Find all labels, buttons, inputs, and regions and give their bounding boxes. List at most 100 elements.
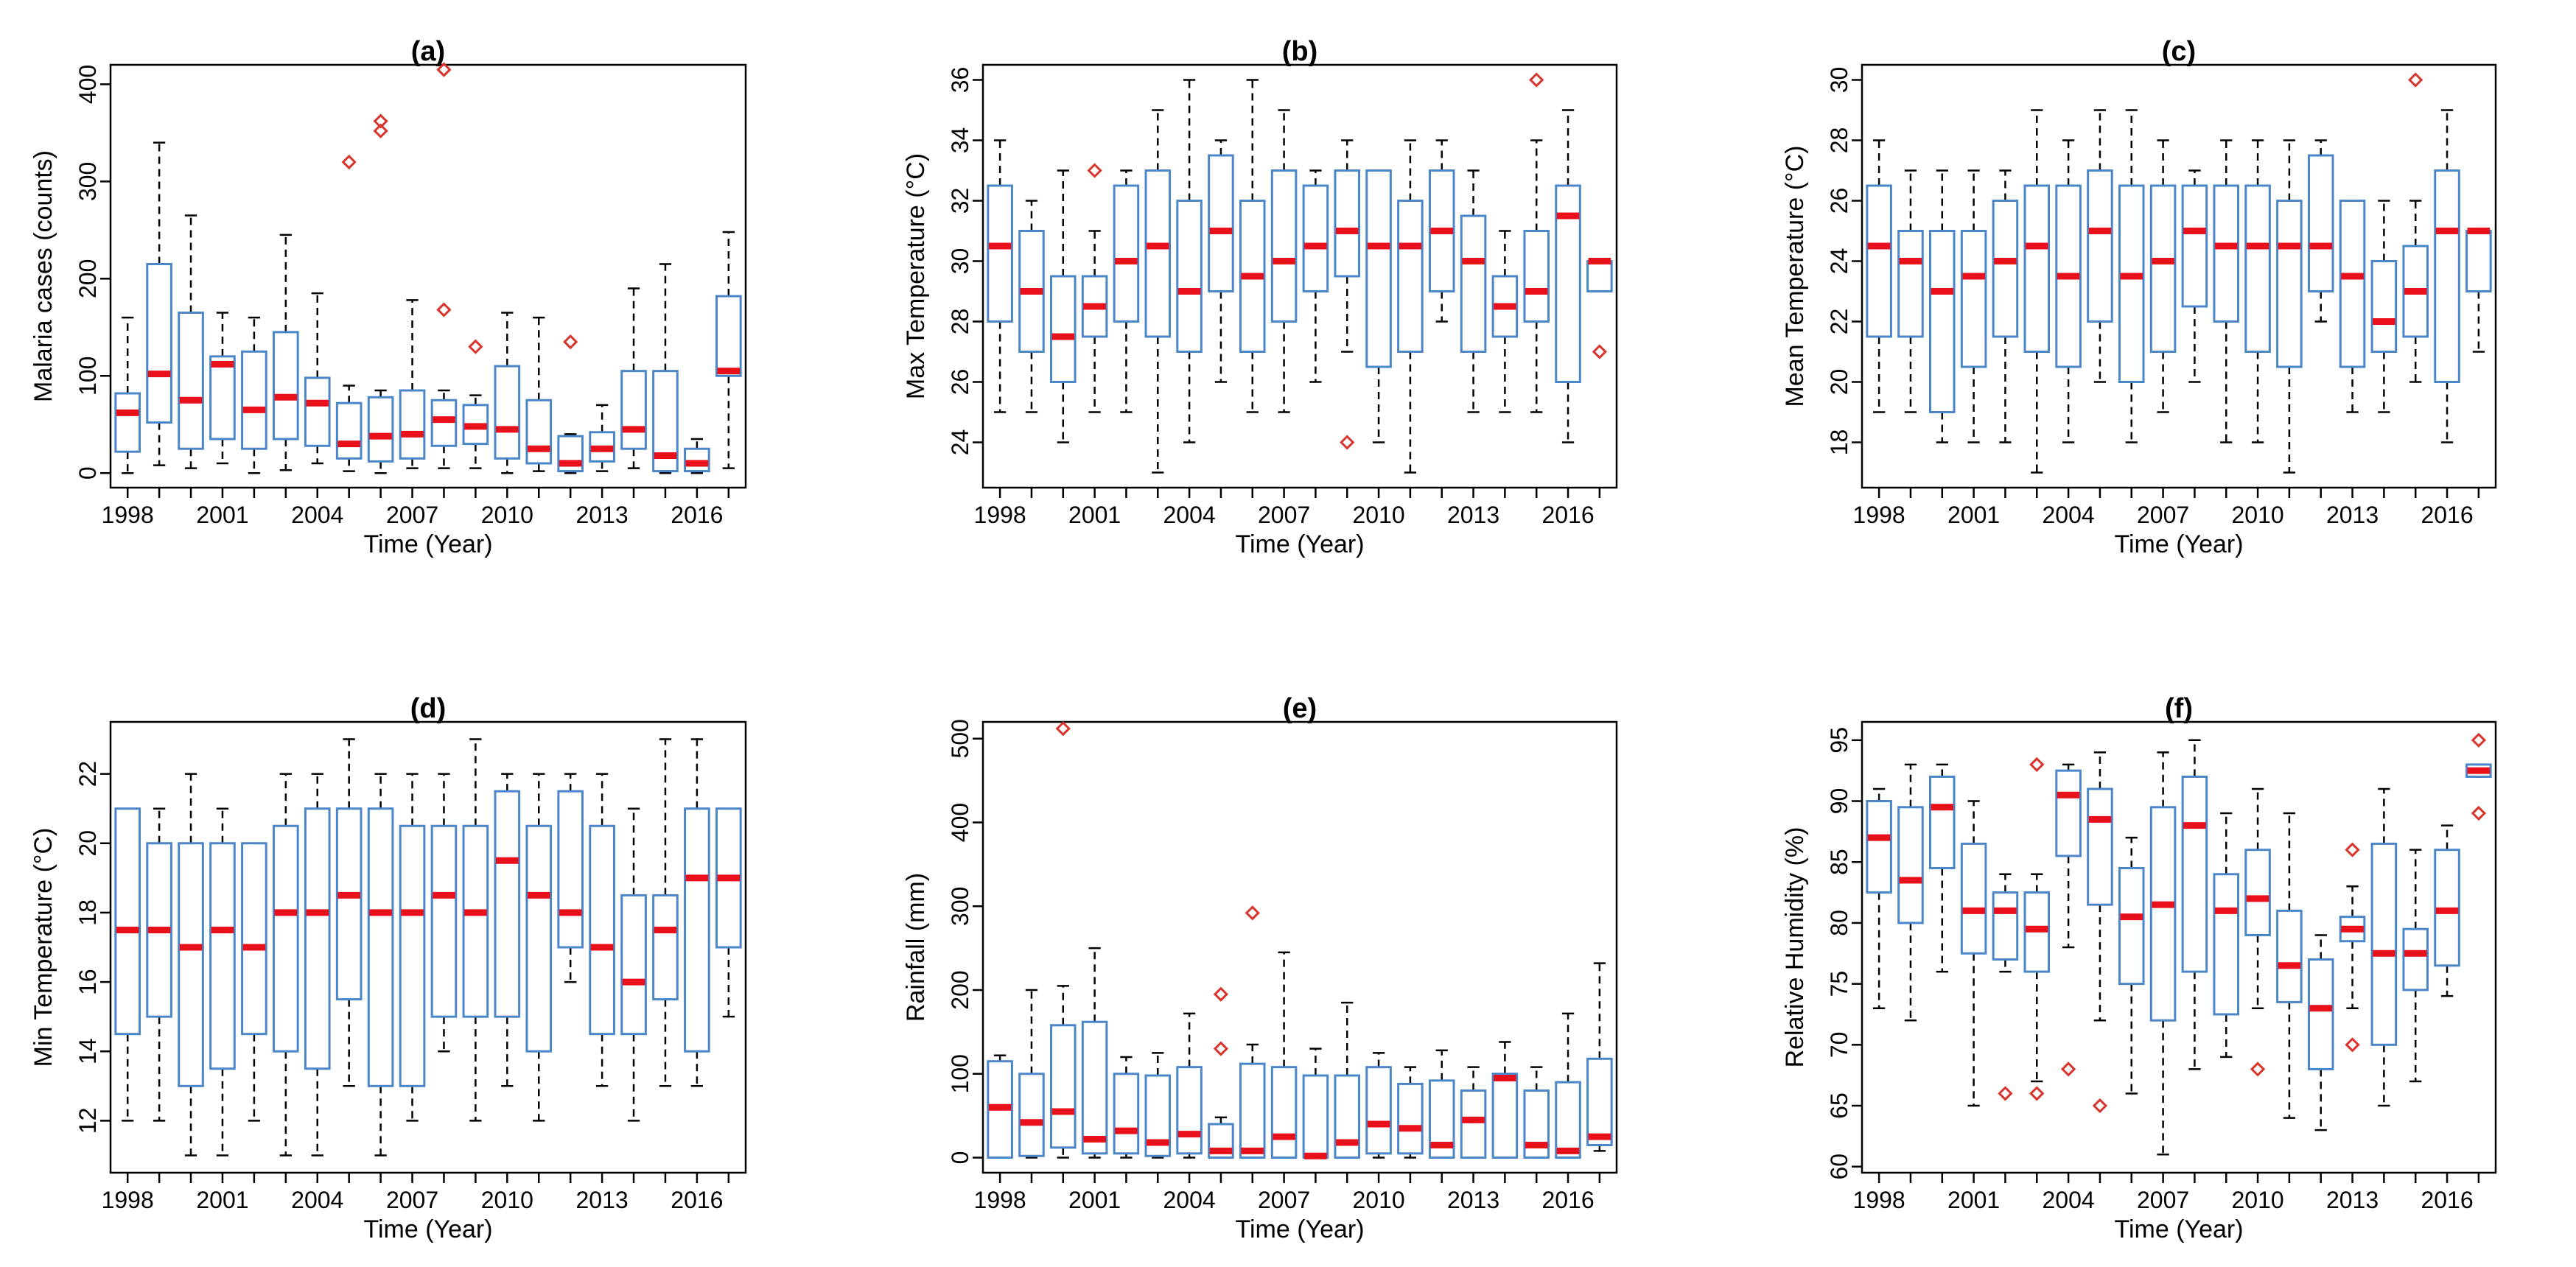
box-2006 bbox=[1239, 79, 1266, 413]
x-tick-label: 2016 bbox=[1541, 1187, 1594, 1213]
box-iqr bbox=[2276, 200, 2303, 368]
box-2016 bbox=[1555, 109, 1581, 443]
box-2009 bbox=[1334, 1001, 1361, 1159]
plot-frame bbox=[109, 63, 747, 489]
box-iqr bbox=[273, 331, 299, 441]
box-iqr bbox=[1018, 1073, 1045, 1157]
box-iqr bbox=[557, 790, 584, 949]
x-tick-label: 1998 bbox=[974, 502, 1026, 528]
box-2000 bbox=[178, 773, 204, 1157]
box-iqr bbox=[652, 894, 679, 1001]
box-iqr bbox=[1523, 230, 1550, 323]
box-iqr bbox=[114, 392, 141, 453]
box-2015 bbox=[2402, 849, 2429, 1083]
box-2012 bbox=[557, 773, 584, 983]
box-2010 bbox=[1365, 169, 1392, 443]
chart-panel-c: (c) 18 20 22 24 26 28 30 Mean Temperature (°C) 19… bbox=[1781, 36, 2497, 558]
box-iqr bbox=[430, 399, 458, 447]
y-tick-label: 30 bbox=[1826, 67, 1852, 94]
box-1999 bbox=[146, 807, 172, 1122]
y-tick-label: 85 bbox=[1826, 849, 1852, 875]
x-tick-label: 2004 bbox=[2043, 502, 2095, 528]
box-2000 bbox=[178, 214, 204, 469]
box-iqr bbox=[2244, 849, 2271, 936]
plot-frame bbox=[981, 63, 1618, 489]
plot-frame bbox=[1861, 720, 2497, 1174]
y-tick-label: 200 bbox=[947, 970, 973, 1009]
y-tick-label: 34 bbox=[947, 127, 973, 154]
box-2010 bbox=[2244, 787, 2271, 1077]
box-iqr bbox=[1929, 230, 1956, 413]
box-iqr bbox=[367, 807, 394, 1087]
box-2001 bbox=[209, 312, 236, 465]
box-2013 bbox=[589, 773, 615, 1087]
box-iqr bbox=[1050, 275, 1077, 383]
box-2012 bbox=[557, 334, 584, 474]
x-tick-label: 2004 bbox=[2043, 1187, 2095, 1213]
box-2001 bbox=[1081, 163, 1108, 413]
box-2011 bbox=[2276, 812, 2303, 1119]
box-iqr bbox=[1081, 1020, 1108, 1155]
box-iqr bbox=[1397, 200, 1424, 353]
x-tick-label: 1998 bbox=[102, 1187, 154, 1213]
box-iqr bbox=[1270, 1066, 1298, 1159]
x-tick-label: 1998 bbox=[1853, 502, 1905, 528]
y-tick-label: 30 bbox=[947, 248, 973, 275]
outlier-point bbox=[2471, 805, 2486, 821]
box-iqr bbox=[2213, 184, 2240, 323]
box-2001 bbox=[209, 807, 236, 1157]
y-tick-label: 75 bbox=[1826, 971, 1852, 997]
box-1999 bbox=[1018, 989, 1045, 1159]
box-2002 bbox=[1992, 169, 2019, 443]
box-iqr bbox=[1050, 1024, 1077, 1149]
box-2011 bbox=[1397, 1066, 1424, 1159]
box-2000 bbox=[1050, 169, 1077, 443]
box-2003 bbox=[273, 234, 299, 471]
box-2004 bbox=[304, 292, 331, 465]
box-2016 bbox=[684, 738, 710, 1087]
box-iqr bbox=[304, 376, 331, 447]
box-iqr bbox=[462, 824, 489, 1018]
box-2003 bbox=[2023, 757, 2051, 1101]
box-iqr bbox=[525, 824, 553, 1053]
box-2009 bbox=[1334, 139, 1361, 450]
box-2012 bbox=[2307, 934, 2334, 1131]
box-iqr bbox=[1397, 1082, 1424, 1155]
box-iqr bbox=[2434, 169, 2460, 383]
x-tick-label: 2016 bbox=[2421, 502, 2473, 528]
box-iqr bbox=[1113, 1073, 1140, 1155]
box-2005 bbox=[2087, 109, 2113, 383]
y-tick-label: 16 bbox=[74, 969, 101, 995]
box-iqr bbox=[2402, 927, 2429, 992]
x-tick-label: 2013 bbox=[1447, 502, 1499, 528]
outlier-point bbox=[2471, 732, 2486, 748]
y-tick-label: 65 bbox=[1826, 1092, 1852, 1119]
box-iqr bbox=[494, 790, 521, 1018]
box-2010 bbox=[494, 312, 521, 474]
box-2009 bbox=[2213, 139, 2240, 443]
box-iqr bbox=[2244, 184, 2271, 353]
box-2009 bbox=[462, 738, 489, 1122]
box-2000 bbox=[1050, 720, 1077, 1159]
box-2013 bbox=[589, 404, 615, 472]
box-iqr bbox=[1586, 260, 1613, 292]
x-axis-label: Time (Year) bbox=[2114, 530, 2243, 558]
box-2011 bbox=[1397, 139, 1424, 474]
box-iqr bbox=[273, 824, 299, 1053]
box-2004 bbox=[1176, 1012, 1203, 1159]
box-2014 bbox=[1491, 230, 1519, 413]
x-tick-label: 2001 bbox=[1947, 1187, 2000, 1213]
box-iqr bbox=[2276, 909, 2303, 1003]
outlier-point bbox=[1087, 163, 1102, 178]
box-1998 bbox=[987, 139, 1013, 413]
box-iqr bbox=[367, 396, 394, 463]
box-2017 bbox=[1586, 258, 1613, 359]
plot-frame bbox=[981, 720, 1618, 1174]
y-tick-label: 36 bbox=[947, 67, 973, 94]
box-2008 bbox=[2181, 739, 2208, 1070]
box-2001 bbox=[1960, 169, 1987, 443]
y-tick-label: 100 bbox=[74, 357, 101, 396]
box-2012 bbox=[1428, 139, 1455, 323]
box-2011 bbox=[525, 773, 553, 1122]
box-iqr bbox=[2118, 866, 2145, 986]
